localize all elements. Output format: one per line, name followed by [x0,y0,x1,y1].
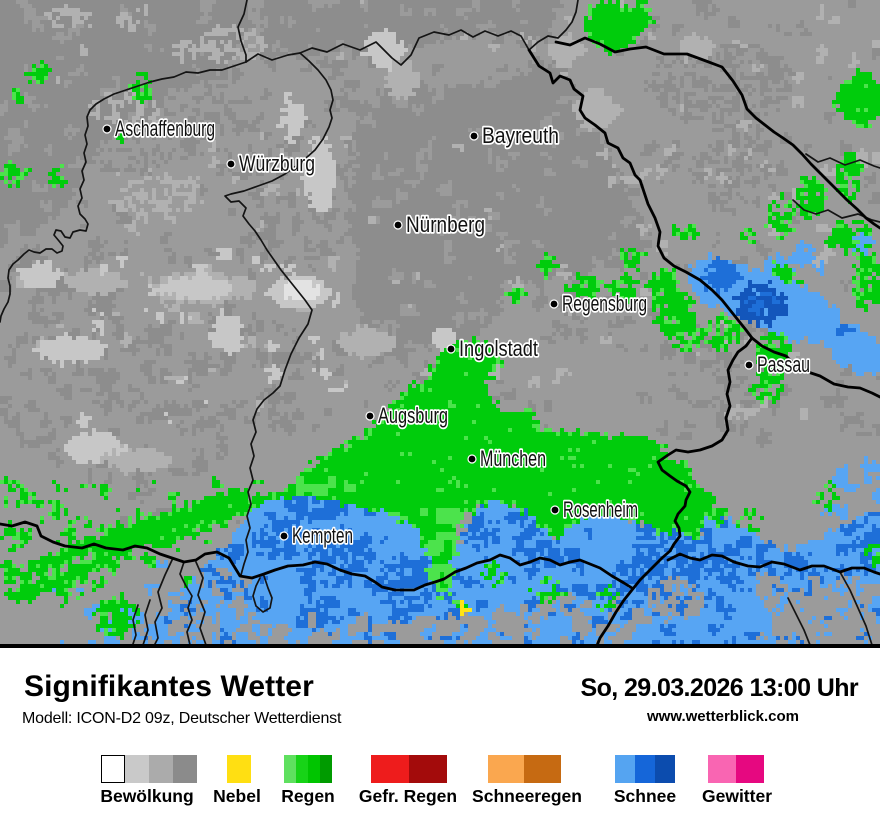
svg-text:Ingolstadt: Ingolstadt [459,336,539,361]
svg-text:Nürnberg: Nürnberg [406,212,485,237]
svg-text:München: München [480,446,546,471]
svg-text:Aschaffenburg: Aschaffenburg [115,116,215,141]
svg-text:Würzburg: Würzburg [239,151,315,176]
svg-text:Bayreuth: Bayreuth [482,123,559,148]
svg-text:Augsburg: Augsburg [378,403,448,428]
svg-text:Kempten: Kempten [292,523,353,548]
svg-text:Rosenheim: Rosenheim [563,497,638,522]
svg-text:Passau: Passau [757,352,810,377]
svg-text:Regensburg: Regensburg [562,291,647,316]
